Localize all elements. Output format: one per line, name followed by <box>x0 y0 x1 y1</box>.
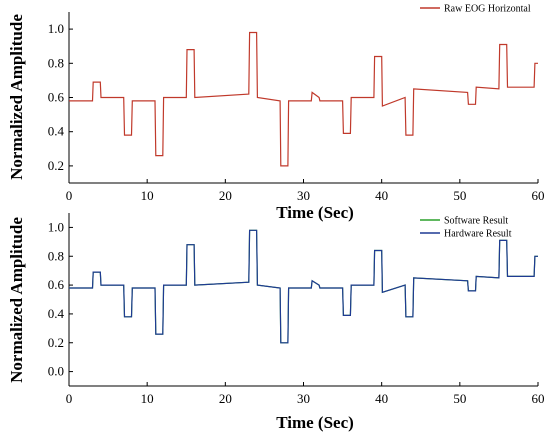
top-legend-label-0: Raw EOG Horizontal <box>444 4 531 15</box>
top-y-axis-title: Normalized Amplitude <box>7 14 26 180</box>
top-x-tick-label-0: 0 <box>66 188 73 203</box>
top-x-tick-label-5: 50 <box>453 188 466 203</box>
top-y-tick-label-2: 0.6 <box>48 90 65 105</box>
bot-legend-label-0: Software Result <box>444 216 508 227</box>
bot-y-tick-label-1: 0.2 <box>48 335 64 350</box>
top-series-line-0 <box>69 31 538 167</box>
bot-x-tick-label-1: 10 <box>141 391 154 406</box>
top-x-tick-label-4: 40 <box>375 188 388 203</box>
bot-y-tick-label-4: 0.8 <box>48 248 64 263</box>
bot-x-tick-label-0: 0 <box>66 391 73 406</box>
bot-y-tick-label-5: 1.0 <box>48 219 64 234</box>
bot-y-tick-label-0: 0.0 <box>48 364 64 379</box>
bot-series-line-1 <box>69 229 538 344</box>
bottom-legend: Software Result Hardware Result <box>420 216 512 240</box>
bot-y-tick-label-3: 0.6 <box>48 277 65 292</box>
bot-x-tick-label-6: 60 <box>532 391 545 406</box>
top-series-lines <box>69 31 538 167</box>
top-x-tick-label-6: 60 <box>532 188 545 203</box>
top-x-tick-label-1: 10 <box>141 188 154 203</box>
bottom-chart: 0.0 0.2 0.4 0.6 0.8 1.0 0 10 20 30 40 50 60 Time (S… <box>7 213 545 432</box>
top-x-ticks: 0 10 20 30 40 50 60 <box>66 179 545 203</box>
bot-x-tick-label-2: 20 <box>219 391 232 406</box>
top-y-tick-label-4: 1.0 <box>48 21 64 36</box>
top-y-tick-label-3: 0.8 <box>48 55 64 70</box>
bot-x-tick-label-4: 40 <box>375 391 388 406</box>
bottom-x-axis-title: Time (Sec) <box>276 413 354 432</box>
top-y-tick-label-1: 0.4 <box>48 124 65 139</box>
top-x-tick-label-3: 30 <box>297 188 310 203</box>
bot-y-tick-label-2: 0.4 <box>48 306 65 321</box>
bot-x-tick-label-3: 30 <box>297 391 310 406</box>
top-x-axis-title: Time (Sec) <box>276 203 354 222</box>
bot-legend-label-1: Hardware Result <box>444 229 512 240</box>
top-x-tick-label-2: 20 <box>219 188 232 203</box>
top-y-tick-label-0: 0.2 <box>48 158 64 173</box>
top-y-ticks: 0.2 0.4 0.6 0.8 1.0 <box>48 21 73 173</box>
bottom-series-lines <box>69 229 538 344</box>
top-chart: 0.2 0.4 0.6 0.8 1.0 0 10 20 30 40 50 60 Time (Sec)… <box>7 4 545 223</box>
bot-x-tick-label-5: 50 <box>453 391 466 406</box>
bottom-x-ticks: 0 10 20 30 40 50 60 <box>66 382 545 406</box>
top-legend: Raw EOG Horizontal <box>420 4 531 15</box>
bottom-y-axis-title: Normalized Amplitude <box>7 217 26 383</box>
bottom-y-ticks: 0.0 0.2 0.4 0.6 0.8 1.0 <box>48 219 73 379</box>
